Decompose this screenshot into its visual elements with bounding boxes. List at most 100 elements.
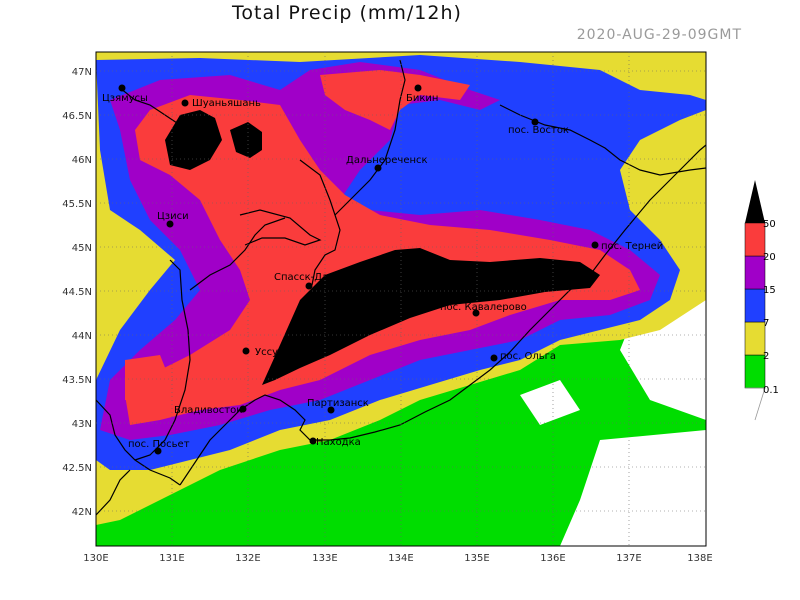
legend-label: 50 [763, 219, 776, 230]
city-label: пос. Кавалерово [440, 302, 527, 313]
city-marker: Цзямусы [102, 84, 148, 104]
coastline [119, 87, 181, 126]
precip-band-50 [262, 248, 600, 385]
city-dot [362, 314, 370, 322]
border-line [299, 159, 341, 286]
legend-tail [745, 387, 766, 421]
lat-tick-label: 42N [72, 507, 92, 518]
lat-tick-label: 45.5N [62, 199, 92, 210]
city-marker: Дальнереченск [346, 155, 428, 172]
legend-swatch-50 [745, 180, 765, 223]
city-marker: Владивосток [174, 405, 247, 416]
lat-tick-label: 46N [72, 155, 92, 166]
precip-legend: 0.1 2 7 15 20 50 [744, 180, 779, 421]
city-dot [166, 220, 174, 228]
city-marker: Бикин [406, 84, 438, 104]
legend-swatch-2 [744, 321, 766, 356]
legend-swatch-0.1 [744, 354, 766, 389]
city-label: Арсеньев [325, 318, 374, 329]
city-label: пос. Ольга [500, 351, 556, 362]
lat-tick-label: 47N [72, 67, 92, 78]
lon-tick-label: 133E [312, 553, 337, 564]
city-marker: Находка [309, 437, 361, 448]
city-marker: пос. Терней [591, 241, 663, 252]
lat-tick-label: 43.5N [62, 375, 92, 386]
city-dot [309, 437, 317, 445]
legend-swatch-7 [744, 288, 766, 323]
precip-band-20 [320, 70, 470, 130]
legend-label: 2 [763, 351, 769, 362]
lat-tick-label: 43N [72, 419, 92, 430]
city-label: Цзиси [157, 211, 189, 222]
city-dot [327, 406, 335, 414]
lon-tick-label: 134E [388, 553, 413, 564]
city-marker: Уссурийск [242, 347, 309, 358]
precip-field [96, 52, 706, 546]
city-label: Цзямусы [102, 93, 148, 104]
lon-tick-label: 132E [235, 553, 260, 564]
city-label: Спасск-Дальний [274, 272, 360, 283]
city-label: пос. Восток [508, 125, 569, 136]
city-marker: пос. Посьет [128, 439, 190, 455]
legend-label: 15 [763, 285, 776, 296]
border-line [189, 217, 286, 291]
lat-tick-label: 44.5N [62, 287, 92, 298]
city-dot [239, 405, 247, 413]
city-label: Владивосток [174, 405, 242, 416]
border-line [95, 399, 181, 486]
city-marker: Спасск-Дальний [274, 272, 360, 290]
city-label: Шуаньяшань [192, 98, 261, 109]
city-label: Бикин [406, 93, 438, 104]
city-dot [118, 84, 126, 92]
city-dot [374, 164, 382, 172]
lat-tick-label: 46.5N [62, 111, 92, 122]
legend-label: 7 [763, 318, 769, 329]
lat-tick-label: 42.5N [62, 463, 92, 474]
precip-band-50 [230, 122, 262, 158]
city-dot [591, 241, 599, 249]
city-label: пос. Посьет [128, 439, 190, 450]
lon-axis-labels: 130E 131E 132E 133E 134E 135E 136E 137E … [83, 553, 712, 564]
city-label: Находка [316, 437, 361, 448]
no-precip-area [520, 380, 580, 425]
city-label: Партизанск [307, 398, 369, 409]
city-dot [414, 84, 422, 92]
no-precip-area [560, 430, 706, 546]
city-marker: Шуаньяшань [181, 98, 261, 109]
legend-swatch-15 [744, 255, 766, 290]
valid-time-label: 2020-AUG-29-09GMT [576, 27, 742, 43]
lat-tick-label: 44N [72, 331, 92, 342]
city-marker: пос. Восток [508, 118, 569, 136]
border-line [334, 59, 406, 216]
map-title: Total Precip (mm/12h) [232, 2, 462, 24]
city-dot [472, 309, 480, 317]
legend-label: 0.1 [763, 385, 779, 396]
lon-tick-label: 138E [687, 553, 712, 564]
graticule [96, 52, 706, 546]
lat-tick-label: 45N [72, 243, 92, 254]
city-label: пос. Терней [601, 241, 663, 252]
border-line [134, 259, 191, 461]
border-line [95, 469, 131, 516]
legend-swatch-20 [744, 222, 766, 257]
city-marker: пос. Кавалерово [440, 302, 527, 317]
city-dot [242, 347, 250, 355]
city-markers: Цзямусы Шуаньяшань Бикин пос. Восток Дал… [102, 84, 663, 455]
lon-tick-label: 131E [159, 553, 184, 564]
city-dot [305, 282, 313, 290]
city-label: Дальнереченск [346, 155, 428, 166]
city-marker: Арсеньев [325, 314, 374, 329]
legend-label: 20 [763, 252, 776, 263]
city-label: Уссурийск [255, 347, 309, 358]
city-marker: Цзиси [157, 211, 189, 228]
lat-axis-labels: 47N 46.5N 46N 45.5N 45N 44.5N 44N 43.5N … [62, 67, 92, 518]
city-marker: пос. Ольга [490, 351, 556, 362]
lon-tick-label: 130E [83, 553, 108, 564]
border-line [239, 209, 322, 246]
city-marker: Партизанск [307, 398, 369, 414]
city-dot [181, 99, 189, 107]
lon-tick-label: 136E [540, 553, 565, 564]
precip-band-20 [125, 355, 170, 400]
city-dot [531, 118, 539, 126]
